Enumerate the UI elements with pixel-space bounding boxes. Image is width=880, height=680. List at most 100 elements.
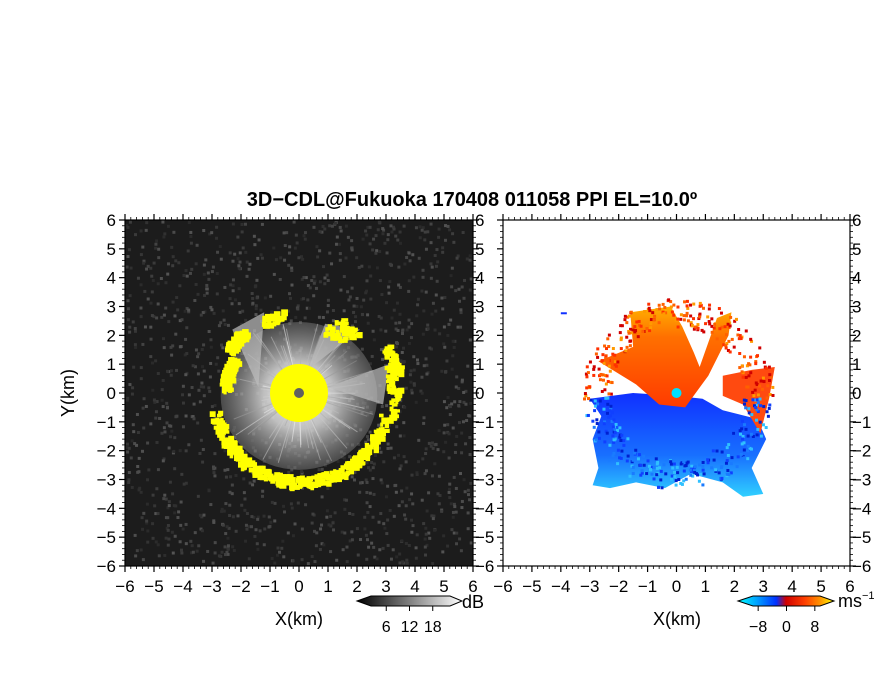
echo-strong-pixel — [243, 464, 247, 471]
noise-pixel — [209, 345, 213, 349]
noise-pixel — [199, 313, 203, 317]
noise-pixel — [250, 292, 254, 296]
echo-strong-pixel — [372, 440, 377, 447]
noise-pixel — [187, 308, 191, 312]
noise-pixel — [305, 306, 309, 310]
noise-pixel — [387, 285, 391, 289]
velocity-pixel — [669, 462, 673, 466]
noise-pixel — [446, 224, 450, 228]
velocity-pixel — [626, 437, 630, 441]
velocity-pixel — [711, 456, 715, 460]
velocity-pixel — [755, 418, 759, 422]
noise-pixel — [189, 539, 193, 543]
noise-pixel — [408, 373, 412, 377]
noise-pixel — [398, 552, 402, 556]
velocity-pixel — [738, 366, 742, 370]
noise-pixel — [160, 388, 164, 392]
velocity-pixel — [655, 462, 659, 466]
echo-strong-pixel — [212, 419, 219, 425]
velocity-pixel — [720, 450, 724, 454]
noise-pixel — [402, 224, 406, 228]
velocity-pixel — [750, 339, 754, 343]
reflectivity-y-tick-label: 3 — [107, 298, 116, 317]
reflectivity-y-tick-label-right: −1 — [475, 413, 494, 432]
noise-pixel — [454, 289, 458, 293]
velocity-pixel — [720, 476, 724, 480]
velocity-pixel — [662, 463, 666, 467]
noise-pixel — [212, 311, 216, 315]
velocity-pixel — [749, 371, 753, 375]
noise-pixel — [448, 482, 452, 486]
noise-pixel — [466, 527, 470, 531]
noise-pixel — [187, 310, 191, 314]
noise-pixel — [213, 541, 217, 545]
noise-pixel — [365, 480, 369, 484]
noise-pixel — [468, 258, 472, 262]
noise-pixel — [372, 545, 376, 549]
noise-pixel — [414, 400, 418, 404]
noise-pixel — [127, 480, 131, 484]
noise-pixel — [446, 395, 450, 399]
velocity-pixel — [699, 473, 703, 477]
noise-pixel — [144, 404, 148, 408]
noise-pixel — [370, 354, 374, 358]
echo-strong-pixel — [242, 453, 248, 460]
velocity-pixel — [639, 473, 643, 477]
echo-strong-pixel — [270, 317, 277, 322]
noise-pixel — [396, 238, 400, 242]
noise-pixel — [444, 224, 448, 228]
noise-pixel — [211, 561, 215, 565]
noise-pixel — [433, 528, 437, 532]
echo-strong-pixel — [392, 403, 398, 407]
echo-strong-pixel — [355, 332, 361, 338]
noise-pixel — [228, 503, 232, 507]
noise-pixel — [446, 544, 450, 548]
noise-pixel — [424, 532, 428, 536]
velocity-pixel — [710, 466, 714, 470]
velocity-pixel — [698, 315, 702, 319]
echo-strong-pixel — [227, 373, 232, 380]
noise-pixel — [139, 229, 143, 233]
noise-pixel — [300, 486, 304, 490]
velocity-pixel — [607, 392, 611, 396]
velocity-pixel — [625, 459, 629, 463]
velocity-pixel — [722, 343, 726, 347]
noise-pixel — [468, 453, 472, 457]
noise-pixel — [314, 286, 318, 290]
noise-pixel — [171, 492, 175, 496]
noise-pixel — [330, 262, 334, 266]
noise-pixel — [407, 279, 411, 283]
echo-strong-pixel — [238, 334, 243, 338]
velocity-pixel — [604, 396, 608, 400]
noise-pixel — [389, 446, 393, 450]
noise-pixel — [286, 531, 290, 535]
velocity-pixel — [758, 397, 762, 401]
noise-pixel — [340, 530, 344, 534]
noise-pixel — [412, 355, 416, 359]
noise-pixel — [323, 227, 327, 231]
velocity-pixel — [749, 432, 753, 436]
noise-pixel — [425, 372, 429, 376]
noise-pixel — [342, 456, 346, 460]
echo-strong-pixel — [264, 313, 271, 319]
noise-pixel — [154, 242, 158, 246]
noise-pixel — [200, 381, 204, 385]
echo-strong-pixel — [390, 372, 395, 378]
noise-pixel — [315, 245, 319, 249]
noise-pixel — [137, 488, 141, 492]
velocity-pixel — [613, 360, 617, 364]
velocity-pixel — [744, 427, 748, 431]
noise-pixel — [207, 386, 211, 390]
velocity-pixel — [768, 373, 772, 377]
noise-pixel — [326, 278, 330, 282]
noise-pixel — [191, 550, 195, 554]
noise-pixel — [150, 314, 154, 318]
noise-pixel — [318, 547, 322, 551]
noise-pixel — [215, 272, 219, 276]
velocity-pixel — [760, 387, 764, 391]
noise-pixel — [458, 400, 462, 404]
noise-pixel — [404, 517, 408, 521]
noise-pixel — [156, 302, 160, 306]
noise-pixel — [308, 286, 312, 290]
